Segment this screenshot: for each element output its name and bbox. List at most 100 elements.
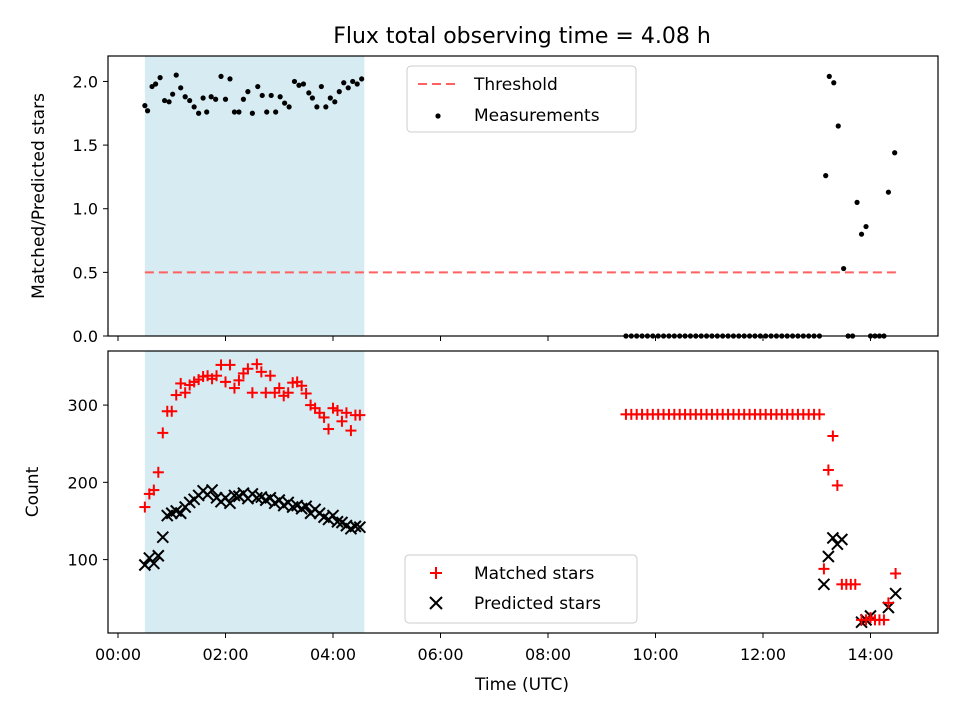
legend-predicted-label: Predicted stars bbox=[474, 594, 601, 614]
predicted-star-point bbox=[889, 587, 902, 600]
matched-star-point bbox=[831, 479, 843, 491]
measurement-point bbox=[854, 199, 860, 205]
matched-star-point bbox=[228, 382, 240, 394]
measurement-point bbox=[323, 104, 329, 110]
matched-star-point bbox=[211, 370, 223, 382]
matched-star-point bbox=[139, 501, 151, 513]
x-tick-label: 02:00 bbox=[202, 645, 248, 664]
predicted-star-point bbox=[822, 550, 835, 563]
measurement-point bbox=[314, 104, 320, 110]
measurement-point bbox=[291, 78, 298, 85]
matched-star-point bbox=[827, 430, 839, 442]
measurement-point bbox=[264, 109, 270, 115]
measurement-point bbox=[218, 73, 224, 79]
measurement-point bbox=[858, 231, 865, 237]
predicted-star-point bbox=[250, 491, 264, 505]
measurement-point bbox=[268, 92, 274, 99]
matched-star-point bbox=[246, 387, 258, 399]
measurement-point bbox=[831, 80, 837, 86]
measurement-point bbox=[208, 94, 214, 100]
measurement-point bbox=[227, 76, 233, 82]
matched-star-point bbox=[340, 407, 352, 419]
measurement-point bbox=[835, 123, 841, 129]
measurement-point bbox=[245, 89, 251, 95]
matched-stars-points bbox=[139, 358, 902, 626]
predicted-star-point bbox=[299, 500, 313, 513]
legend-matched-swatch bbox=[430, 567, 442, 579]
top-y-tick-label: 2.0 bbox=[73, 72, 98, 91]
x-tick-label: 06:00 bbox=[417, 645, 463, 664]
top-y-tick-label: 1.5 bbox=[73, 136, 98, 155]
matched-star-point bbox=[882, 597, 894, 609]
measurement-point bbox=[161, 97, 168, 104]
bottom-axes-frame bbox=[107, 350, 939, 634]
matched-star-point bbox=[878, 614, 890, 626]
matched-star-point bbox=[264, 370, 276, 382]
x-tick-label: 00:00 bbox=[95, 645, 141, 664]
measurement-point bbox=[259, 92, 265, 99]
predicted-star-point bbox=[835, 533, 849, 546]
x-axis-label: Time (UTC) bbox=[474, 675, 569, 695]
legend-predicted-swatch bbox=[429, 596, 443, 610]
matched-star-point bbox=[220, 376, 231, 388]
measurement-point bbox=[144, 108, 151, 114]
matched-star-point bbox=[273, 382, 285, 394]
measurement-point bbox=[200, 95, 206, 101]
x-tick-label: 14:00 bbox=[847, 645, 893, 664]
top-y-tick-label: 0.5 bbox=[73, 263, 98, 282]
measurement-point bbox=[327, 95, 333, 101]
measurement-point bbox=[236, 109, 242, 115]
matched-star-point bbox=[152, 466, 164, 478]
bottom-x-ticks: 00:00 02:00 04:00 06:00 08:00 10:00 12:00 14:00 bbox=[95, 633, 894, 664]
measurement-point bbox=[231, 109, 238, 115]
measurement-point bbox=[336, 89, 342, 95]
predicted-star-point bbox=[174, 507, 187, 520]
measurement-point bbox=[249, 110, 255, 116]
matched-star-point bbox=[336, 415, 348, 427]
measurement-point bbox=[170, 91, 176, 97]
predicted-star-point bbox=[228, 489, 241, 502]
legend-measurements-label: Measurements bbox=[474, 106, 600, 126]
measurement-point bbox=[286, 104, 292, 110]
measurement-point bbox=[191, 104, 197, 110]
x-tick-label: 12:00 bbox=[740, 645, 786, 664]
measurement-point bbox=[157, 75, 163, 81]
legend-measurements-swatch bbox=[435, 113, 441, 119]
predicted-star-point bbox=[349, 520, 362, 533]
predicted-star-point bbox=[156, 530, 169, 544]
measurement-point bbox=[823, 173, 829, 179]
measurement-point bbox=[341, 80, 347, 86]
predicted-star-point bbox=[331, 515, 344, 528]
matched-star-point bbox=[148, 484, 160, 496]
measurement-point bbox=[187, 97, 193, 104]
predicted-star-point bbox=[205, 483, 219, 497]
measurement-point bbox=[196, 110, 202, 116]
top-highlight-span bbox=[144, 56, 365, 336]
measurement-point bbox=[318, 83, 324, 90]
predicted-star-point bbox=[223, 496, 237, 510]
matched-star-point bbox=[251, 358, 263, 370]
matched-star-point bbox=[170, 389, 182, 401]
measurement-point bbox=[359, 76, 365, 82]
top-legend-frame bbox=[406, 65, 637, 133]
bottom-y-tick-label: 200 bbox=[67, 473, 98, 492]
measurement-point bbox=[306, 90, 312, 96]
matched-star-point bbox=[233, 374, 245, 386]
chart-title: Flux total observing time = 4.08 h bbox=[333, 24, 711, 49]
measurement-point bbox=[332, 99, 338, 105]
measurement-point bbox=[826, 73, 832, 79]
measurement-point bbox=[153, 81, 159, 87]
top-axes: 0.00.51.01.52.0 Matched/Predicted stars … bbox=[29, 55, 939, 346]
predicted-star-point bbox=[152, 549, 165, 562]
measurement-point bbox=[345, 85, 351, 91]
bottom-legend: Matched stars Predicted stars bbox=[404, 554, 638, 624]
measurement-point bbox=[354, 81, 360, 87]
top-y-tick-label: 0.0 bbox=[73, 327, 98, 346]
predicted-stars-points bbox=[138, 483, 902, 629]
predicted-star-point bbox=[817, 578, 831, 591]
measurement-point bbox=[300, 81, 307, 87]
matched-star-point bbox=[849, 578, 861, 590]
matched-star-point bbox=[818, 563, 830, 575]
measurement-point bbox=[273, 109, 279, 115]
predicted-star-point bbox=[147, 557, 161, 570]
